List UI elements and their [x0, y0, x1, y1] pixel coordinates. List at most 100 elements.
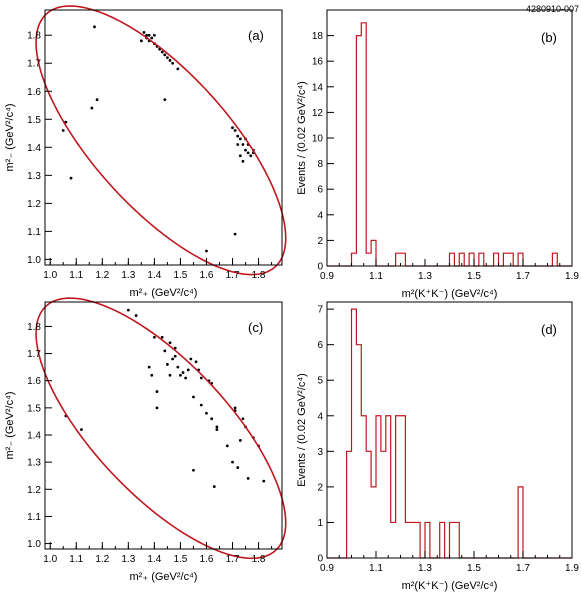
panel-c-point	[173, 354, 177, 358]
panel-b-xtick-label: 1.9	[565, 271, 579, 282]
panel-a-point	[241, 143, 245, 146]
panel-c-xtick-label: 1.7	[226, 554, 240, 565]
panel-a-point	[160, 50, 164, 54]
panel-d-ytick-label: 4	[317, 411, 323, 422]
panel-a-ytick-label: 1.3	[27, 171, 41, 182]
panel-a-ytick-label: 1.1	[27, 227, 41, 238]
panel-b-histogram	[327, 22, 572, 267]
panel-c-point	[233, 406, 237, 410]
panel-a-point	[93, 25, 96, 29]
panel-c-point	[150, 373, 154, 377]
panel-a-xtick-label: 1.7	[226, 270, 240, 281]
panel-b-xtick-label: 1.5	[467, 271, 481, 282]
panel-a-xtick-label: 1.2	[95, 270, 109, 281]
panel-a-point	[147, 33, 151, 37]
panel-b-ytick-label: 2	[317, 236, 323, 247]
panel-d-ticks: 0.9 1.1 1.3 1.5 1.7 1.9 0 1 2 3 4 5 6 7	[317, 305, 579, 574]
panel-c-ytick-label: 1.7	[27, 349, 41, 360]
panel-c-point	[134, 314, 138, 317]
panel-a-point	[61, 129, 65, 132]
panel-c-xlabel: m²₊ (GeV²/c⁴)	[130, 571, 198, 583]
panel-a-point	[233, 232, 237, 236]
panel-c-xtick-label: 1.6	[200, 554, 214, 565]
panel-a-point	[236, 143, 240, 146]
panel-a-point	[90, 106, 94, 110]
panel-c-xtick-label: 1.1	[69, 554, 83, 565]
panel-c-point	[262, 479, 266, 483]
panel-b-xtick-label: 1.7	[516, 271, 530, 282]
panel-d-ytick-label: 0	[317, 554, 323, 565]
panel-a-point	[163, 53, 167, 57]
panel-a-label: (a)	[248, 28, 264, 43]
panel-b-frame	[326, 9, 573, 267]
panel-c-point	[186, 368, 190, 372]
panel-c-point	[192, 395, 195, 399]
panel-c-xtick-label: 1.0	[43, 554, 57, 565]
panel-c-point	[205, 411, 208, 415]
panel-a-point	[139, 39, 143, 43]
panel-a-point	[233, 129, 237, 132]
panel-a-point	[231, 126, 234, 130]
panel-a-point	[152, 33, 156, 37]
panel-c-point	[168, 341, 172, 345]
panel-c-point	[155, 406, 159, 410]
panel-c-point	[215, 428, 219, 431]
panel-c-frame	[44, 301, 283, 550]
panel-c-ytick-label: 1.6	[27, 376, 41, 387]
panel-a-boundary	[35, 5, 287, 276]
panel-a-xtick-label: 1.6	[200, 270, 214, 281]
panel-b-xtick-label: 0.9	[320, 271, 334, 282]
panel-c-point	[173, 346, 177, 350]
panel-b-xlabel: m²(K⁺K⁻) (GeV²/c⁴)	[402, 288, 498, 300]
panel-c-point	[199, 403, 203, 407]
panel-a-point	[176, 67, 180, 71]
panel-c-point	[236, 466, 240, 469]
panel-c-ytick-label: 1.4	[27, 431, 41, 442]
panel-a-ytick-label: 1.0	[27, 255, 41, 266]
panel-a-point	[171, 61, 175, 65]
panel-a-points	[61, 25, 255, 253]
panel-a-ylabel: m²₋ (GeV²/c⁴)	[4, 104, 16, 172]
panel-a-point	[95, 98, 99, 102]
panel-b-xtick-label: 1.3	[418, 271, 432, 282]
panel-a-point	[150, 36, 154, 40]
panel-c-point	[171, 357, 175, 361]
panel-a-xtick-label: 1.1	[69, 270, 83, 281]
panel-c-point	[231, 460, 234, 464]
panel-c-points	[64, 308, 266, 488]
panel-c-xtick-label: 1.2	[95, 554, 109, 565]
panel-c-point	[168, 373, 172, 377]
panel-c-point	[199, 376, 203, 380]
panel-d-xtick-label: 1.9	[565, 563, 579, 574]
panel-b: 0.9 1.1 1.3 1.5 1.7 1.9 0 2 4 6 8 10 12 14 16 18 (b) m²…	[296, 9, 579, 300]
panel-d-xtick-label: 0.9	[320, 563, 334, 574]
panel-a-ytick-label: 1.6	[27, 87, 41, 98]
panel-a-ytick-label: 1.7	[27, 59, 41, 70]
panel-a: 1.0 1.1 1.2 1.3 1.4 1.5 1.6 1.7 1.8 1.0 1.1 1.2 1.3 1…	[4, 5, 287, 299]
panel-d-xtick-label: 1.7	[516, 563, 530, 574]
panel-d-ytick-label: 7	[317, 305, 323, 316]
panel-c-point	[189, 357, 193, 361]
panel-a-xtick-label: 1.4	[147, 270, 161, 281]
panel-a-frame	[44, 9, 283, 266]
panel-c-point	[80, 428, 83, 431]
panel-a-point	[69, 176, 73, 180]
panel-b-ytick-label: 6	[317, 185, 323, 196]
panel-b-ytick-label: 16	[312, 57, 324, 68]
panel-b-ytick-label: 0	[317, 262, 323, 273]
panel-a-point	[241, 159, 245, 163]
panel-c-point	[126, 308, 130, 312]
panel-b-ytick-label: 4	[317, 210, 323, 221]
panel-c-point	[238, 439, 242, 442]
panel-c: 1.0 1.1 1.2 1.3 1.4 1.5 1.6 1.7 1.8 1.0 1.1 1.2 1.3 1…	[4, 297, 287, 583]
panel-a-point	[249, 154, 253, 158]
panel-d-frame	[326, 301, 573, 559]
panel-a-point	[244, 148, 247, 152]
panel-c-point	[179, 373, 182, 377]
panel-c-point	[155, 390, 159, 393]
panel-c-label: (c)	[248, 320, 263, 335]
panel-c-point	[215, 425, 219, 429]
panel-b-xtick-label: 1.1	[369, 271, 383, 282]
panel-a-point	[238, 137, 242, 141]
panel-a-point	[168, 59, 172, 62]
